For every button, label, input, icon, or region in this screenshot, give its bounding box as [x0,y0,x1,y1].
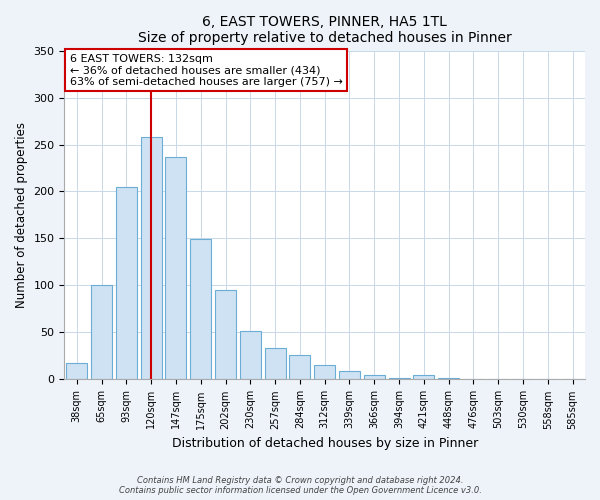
Bar [190,240,211,380]
Bar [562,378,583,380]
Bar [339,371,360,380]
Bar [66,362,88,380]
Y-axis label: Number of detached properties: Number of detached properties [15,122,28,308]
Bar [438,378,459,380]
Bar [140,137,162,380]
Bar [265,348,286,380]
Title: 6, EAST TOWERS, PINNER, HA5 1TL
Size of property relative to detached houses in : 6, EAST TOWERS, PINNER, HA5 1TL Size of … [138,15,512,45]
Bar [215,290,236,380]
Bar [166,156,187,380]
Bar [289,355,310,380]
Bar [389,378,410,380]
Bar [240,330,261,380]
Bar [364,374,385,380]
Bar [91,286,112,380]
Bar [314,366,335,380]
Text: Contains HM Land Registry data © Crown copyright and database right 2024.
Contai: Contains HM Land Registry data © Crown c… [119,476,481,495]
Bar [463,378,484,380]
Bar [116,187,137,380]
X-axis label: Distribution of detached houses by size in Pinner: Distribution of detached houses by size … [172,437,478,450]
Bar [413,374,434,380]
Text: 6 EAST TOWERS: 132sqm
← 36% of detached houses are smaller (434)
63% of semi-det: 6 EAST TOWERS: 132sqm ← 36% of detached … [70,54,343,87]
